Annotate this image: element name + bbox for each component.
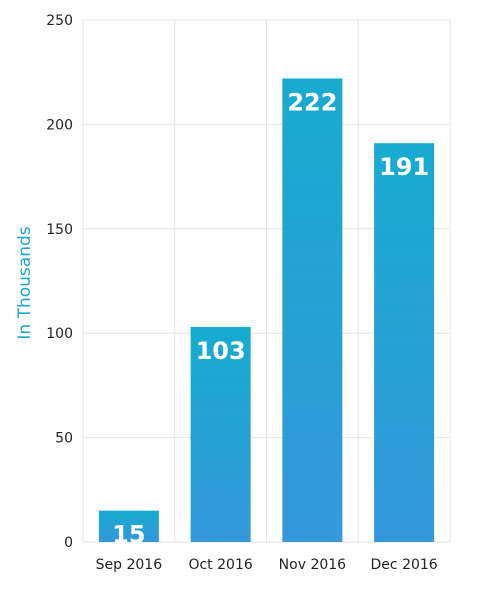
y-tick-label: 150 [46,222,73,238]
bar-dec-2016 [374,143,435,542]
bars: 15 103 222 191 [98,78,435,549]
y-axis-title: In Thousands [15,226,35,339]
bar-value-label: 15 [112,521,145,549]
y-tick-label: 0 [64,535,73,551]
x-tick-label: Oct 2016 [188,557,252,573]
bar-nov-2016 [282,78,343,543]
bar-value-label: 191 [379,153,429,181]
grid-lines [82,19,451,543]
y-tick-label: 100 [46,326,73,342]
y-tick-label: 200 [46,117,73,133]
bar-sep-2016 [98,510,159,542]
bar-oct-2016 [190,326,251,542]
x-tick-label: Dec 2016 [371,557,438,573]
x-tick-label: Nov 2016 [279,557,346,573]
y-tick-label: 250 [46,13,73,29]
y-tick-label: 50 [55,431,73,447]
y-axis-ticks: 0 50 100 150 200 250 [46,13,73,551]
bar-value-label: 103 [196,337,246,365]
x-axis-ticks: Sep 2016 Oct 2016 Nov 2016 Dec 2016 [96,557,438,573]
x-tick-label: Sep 2016 [96,557,163,573]
bar-value-label: 222 [287,88,337,116]
